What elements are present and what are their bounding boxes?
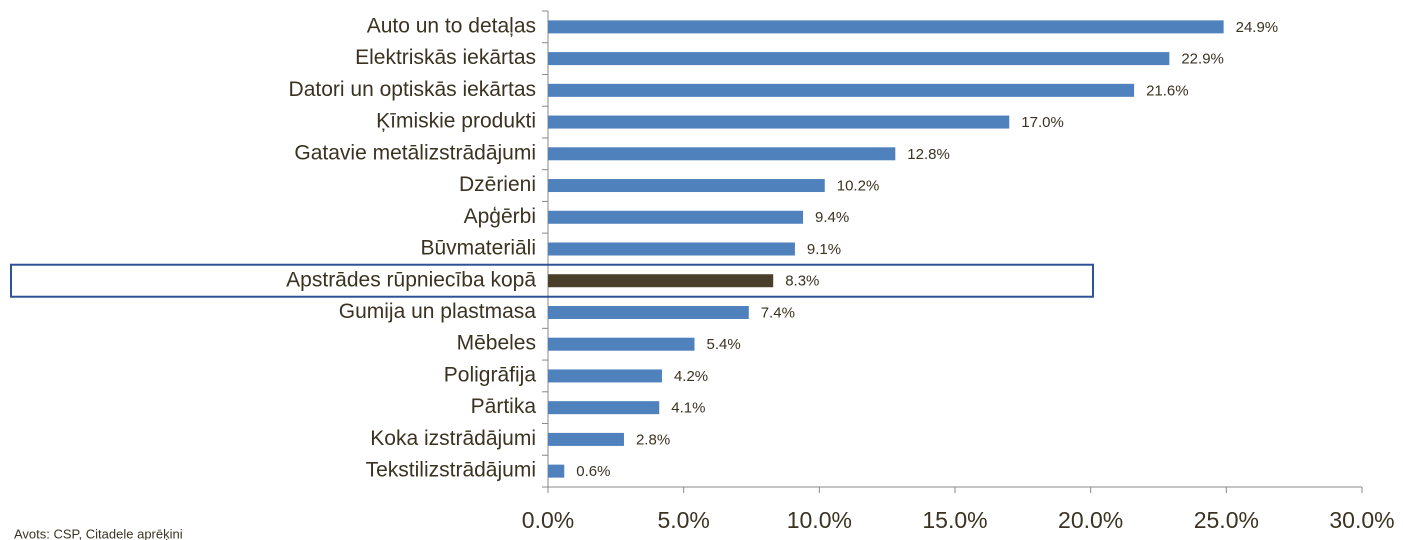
y-tick-label: Elektriskās iekārtas [355, 46, 536, 69]
x-tick-label: 15.0% [922, 507, 987, 533]
bar [548, 242, 795, 256]
y-tick-label: Apstrādes rūpniecība kopā [286, 268, 536, 291]
x-tick-label: 25.0% [1194, 507, 1259, 533]
y-tick-label: Ķīmiskie produkti [376, 110, 536, 133]
y-tick-label: Koka izstrādājumi [370, 427, 536, 450]
bar [548, 179, 825, 193]
value-label: 9.4% [815, 209, 849, 226]
bar [548, 464, 565, 478]
bar [548, 83, 1135, 97]
y-tick-label: Būvmateriāli [420, 237, 536, 260]
value-label: 10.2% [837, 178, 880, 195]
highlight-box [10, 263, 1094, 298]
value-label: 17.0% [1021, 114, 1064, 131]
value-label: 0.6% [576, 463, 610, 480]
x-tick-label: 0.0% [522, 507, 574, 533]
x-tick-label: 20.0% [1058, 507, 1123, 533]
bar [548, 274, 774, 288]
bar [548, 20, 1224, 34]
bar [548, 52, 1170, 66]
value-label: 4.2% [674, 368, 708, 385]
bar [548, 432, 624, 446]
value-label: 2.8% [636, 431, 670, 448]
y-tick-label: Apģērbi [464, 205, 536, 228]
value-label: 9.1% [807, 241, 841, 258]
y-tick-label: Mēbeles [457, 332, 536, 355]
bar [548, 147, 896, 161]
value-label: 21.6% [1146, 82, 1189, 99]
y-tick-label: Pārtika [471, 395, 537, 418]
y-tick-label: Auto un to detaļas [367, 14, 536, 37]
bar [548, 305, 749, 319]
bar [548, 210, 804, 224]
bar [548, 337, 695, 351]
y-tick-label: Poligrāfija [444, 363, 537, 386]
value-label: 22.9% [1181, 51, 1224, 68]
source-note: Avots: CSP, Citadele aprēķini [14, 526, 183, 540]
value-label: 24.9% [1236, 19, 1279, 36]
x-tick-label: 30.0% [1329, 507, 1394, 533]
x-tick-label: 10.0% [787, 507, 852, 533]
value-label: 4.1% [671, 400, 705, 417]
bar [548, 401, 660, 415]
y-tick-label: Gatavie metālizstrādājumi [294, 141, 536, 164]
y-tick-label: Datori un optiskās iekārtas [289, 78, 536, 101]
y-tick-label: Tekstilizstrādājumi [366, 459, 536, 482]
value-label: 7.4% [761, 304, 795, 321]
value-label: 5.4% [707, 336, 741, 353]
bar [548, 369, 662, 383]
bar [548, 115, 1010, 129]
value-label: 8.3% [785, 273, 819, 290]
y-tick-label: Gumija un plastmasa [339, 300, 537, 323]
x-tick-label: 5.0% [657, 507, 709, 533]
y-tick-label: Dzērieni [459, 173, 536, 196]
value-label: 12.8% [907, 146, 950, 163]
